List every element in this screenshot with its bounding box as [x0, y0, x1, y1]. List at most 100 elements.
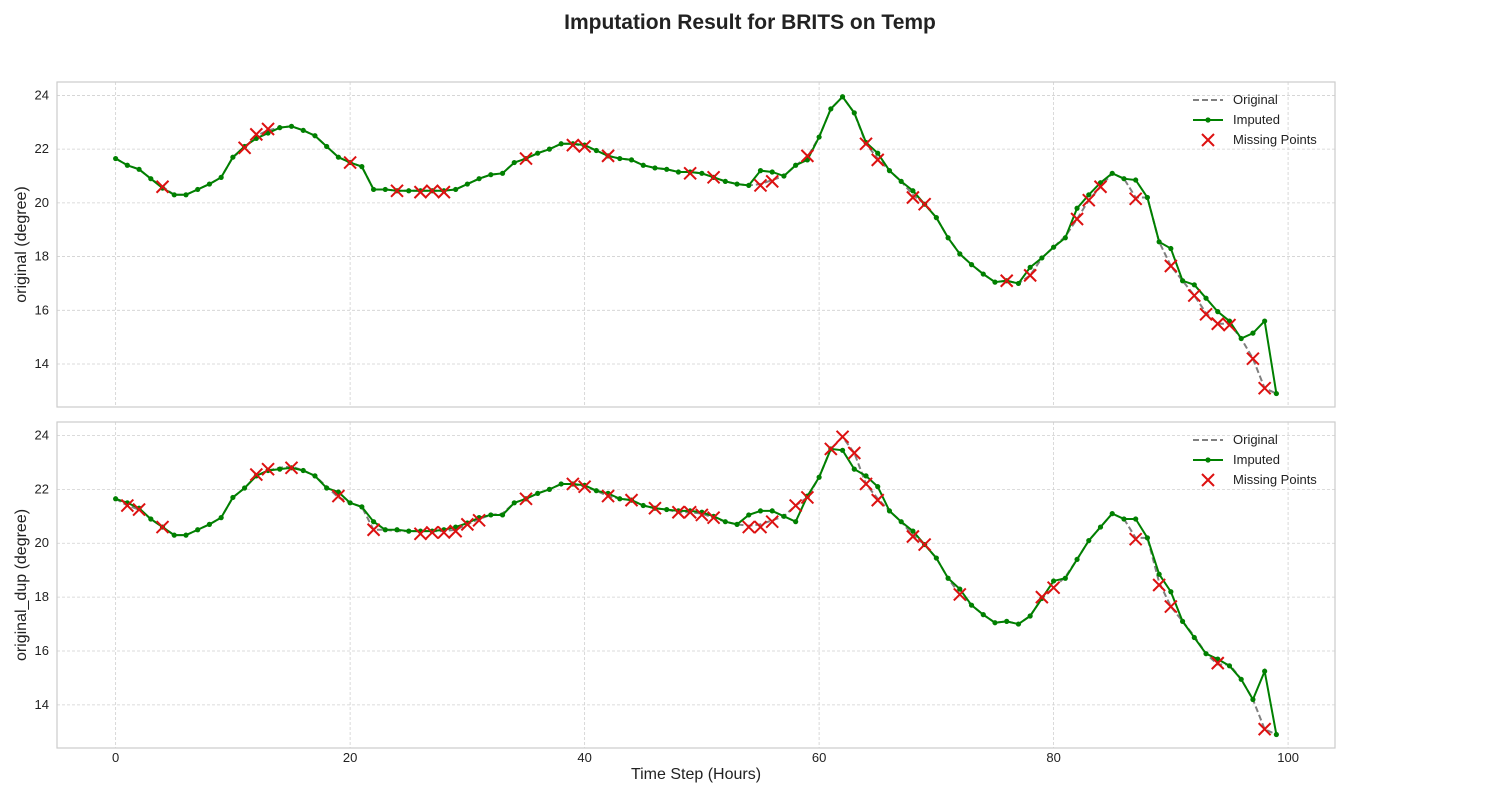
imputed-point: [136, 166, 142, 172]
imputed-point: [640, 502, 646, 509]
imputed-point: [945, 575, 951, 581]
missing-point-marker: [953, 587, 967, 602]
y-tick-label: 22: [35, 481, 49, 496]
x-axis-label: Time Step (Hours): [630, 766, 762, 783]
missing-point-marker: [648, 501, 662, 515]
imputed-point: [1097, 180, 1104, 186]
imputed-point: [1238, 335, 1244, 342]
imputed-point: [910, 528, 916, 534]
imputed-point: [664, 506, 670, 513]
imputed-point: [382, 186, 388, 193]
missing-point-marker: [1035, 590, 1049, 604]
missing-point-marker: [753, 178, 768, 193]
imputed-point: [558, 481, 564, 487]
missing-point-marker: [1199, 307, 1213, 322]
imputed-point: [699, 170, 705, 176]
missing-point-marker: [448, 524, 463, 538]
missing-point-marker: [1046, 580, 1061, 595]
missing-point-marker: [859, 477, 873, 491]
missing-point-marker: [1257, 381, 1272, 395]
imputed-point: [1051, 244, 1057, 250]
imputed-point: [1027, 613, 1033, 619]
imputed-point: [640, 162, 646, 168]
y-tick-label: 24: [35, 87, 49, 102]
missing-point-marker: [261, 462, 275, 476]
missing-point-marker: [1211, 317, 1225, 331]
imputed-point: [171, 532, 177, 538]
imputed-point: [1168, 245, 1174, 252]
imputed-point: [757, 508, 764, 514]
imputed-point: [793, 519, 799, 525]
imputed-point: [183, 192, 189, 198]
imputed-point: [195, 186, 201, 193]
imputed-point: [300, 467, 306, 474]
y-axis-label: original (degree): [13, 186, 30, 303]
imputed-point: [664, 166, 670, 172]
imputed-point: [1273, 731, 1279, 738]
imputed-point: [746, 512, 752, 518]
imputed-point: [324, 485, 330, 491]
imputed-point: [734, 181, 740, 187]
imputed-point: [863, 473, 869, 479]
y-tick-label: 14: [35, 697, 49, 712]
imputed-point: [722, 178, 728, 184]
missing-point-marker: [1246, 351, 1260, 366]
imputed-point: [968, 262, 975, 268]
missing-point-marker: [366, 523, 381, 537]
missing-point-marker: [695, 508, 709, 522]
imputed-point: [382, 527, 388, 533]
missing-point-marker: [284, 461, 299, 475]
legend-swatch-missing: [1201, 133, 1215, 147]
imputed-point: [933, 215, 939, 221]
imputed-point: [499, 170, 506, 176]
missing-point-marker: [460, 517, 475, 532]
imputed-point: [746, 182, 752, 189]
imputed-point: [218, 174, 224, 180]
imputed-point: [253, 135, 259, 142]
missing-point-marker: [906, 190, 920, 205]
imputed-point: [546, 146, 553, 152]
imputed-point: [839, 94, 846, 100]
imputed-point: [1039, 255, 1045, 261]
imputed-point: [1051, 578, 1057, 584]
imputed-point: [1215, 656, 1221, 662]
imputed-point: [851, 466, 857, 472]
imputed-point: [816, 134, 822, 140]
imputed-point: [1203, 295, 1209, 301]
imputed-point: [675, 169, 682, 175]
imputed-point: [957, 586, 963, 592]
legend-label: Missing Points: [1233, 132, 1317, 147]
imputed-point: [1109, 511, 1115, 517]
missing-point-marker: [601, 489, 615, 503]
legend: Original Imputed Missing Points: [1193, 92, 1317, 147]
imputed-point: [617, 496, 623, 502]
series-line-original: [115, 435, 1277, 736]
imputed-point: [898, 178, 904, 184]
imputed-point: [851, 110, 857, 116]
missing-point-marker: [437, 525, 451, 540]
imputed-point: [734, 521, 740, 527]
imputed-point: [886, 168, 893, 174]
imputed-point: [1262, 668, 1268, 674]
imputed-point: [148, 176, 154, 182]
imputed-point: [171, 192, 177, 198]
imputed-point: [1250, 330, 1256, 336]
missing-point-marker: [706, 510, 721, 525]
imputed-point: [1226, 663, 1233, 669]
y-tick-label: 16: [35, 302, 49, 317]
imputed-point: [1133, 177, 1139, 183]
imputed-point: [617, 155, 623, 162]
imputed-point: [300, 127, 306, 133]
imputed-point: [359, 504, 365, 510]
imputed-point: [464, 181, 470, 187]
imputed-point: [628, 157, 635, 163]
imputed-point: [206, 181, 213, 187]
missing-point-marker: [1023, 268, 1037, 283]
missing-point-marker: [577, 479, 592, 494]
imputed-point: [816, 474, 822, 480]
imputed-point: [968, 602, 975, 608]
series-line-imputed: [115, 447, 1278, 735]
imputed-point: [1179, 618, 1186, 624]
imputed-point: [312, 473, 318, 479]
imputed-point: [324, 143, 330, 150]
